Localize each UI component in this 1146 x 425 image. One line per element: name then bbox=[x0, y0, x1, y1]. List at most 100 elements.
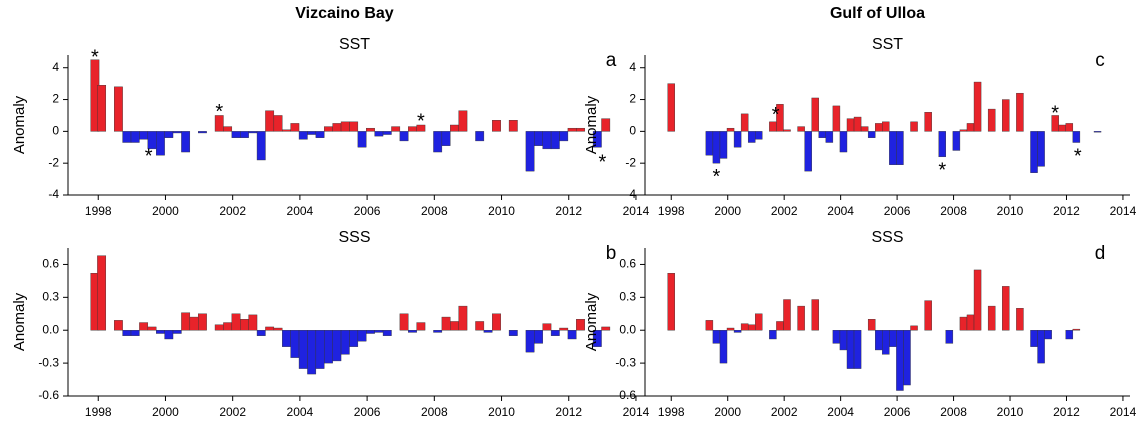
bar bbox=[973, 81, 982, 132]
bar bbox=[231, 131, 241, 138]
bar bbox=[550, 131, 560, 150]
bar bbox=[776, 321, 784, 331]
x-tick-label: 2008 bbox=[940, 405, 967, 419]
bar bbox=[839, 131, 848, 153]
bar bbox=[382, 330, 392, 336]
bar bbox=[147, 326, 157, 331]
bar bbox=[1002, 286, 1010, 331]
bar bbox=[189, 316, 199, 331]
bar bbox=[1030, 131, 1038, 173]
bar bbox=[811, 97, 819, 132]
bar bbox=[592, 330, 602, 347]
bar bbox=[130, 131, 140, 143]
bar bbox=[340, 121, 350, 132]
panel-label: d bbox=[1095, 243, 1106, 264]
x-tick-label: 2014 bbox=[1110, 204, 1137, 218]
bar bbox=[97, 255, 107, 331]
bar bbox=[366, 330, 375, 334]
x-tick-label: 2004 bbox=[287, 405, 314, 419]
x-tick-label: 2010 bbox=[488, 405, 515, 419]
bar bbox=[525, 131, 535, 172]
bar bbox=[1002, 99, 1010, 132]
bar bbox=[282, 330, 291, 347]
bar bbox=[223, 126, 233, 132]
bar bbox=[273, 327, 283, 331]
bar bbox=[755, 313, 763, 331]
bar bbox=[399, 313, 409, 331]
bar bbox=[818, 131, 827, 138]
bar bbox=[567, 127, 577, 132]
y-tick-label: 0 bbox=[629, 124, 636, 138]
bar bbox=[542, 131, 552, 150]
bar bbox=[374, 131, 384, 137]
bar bbox=[804, 131, 812, 172]
y-tick-label: 0.0 bbox=[42, 322, 59, 336]
x-tick-label: 2010 bbox=[488, 204, 515, 218]
bar bbox=[198, 131, 207, 134]
bar bbox=[265, 110, 275, 132]
panel-title: Gulf of Ulloa bbox=[830, 5, 925, 22]
bar bbox=[559, 327, 569, 331]
annotation: * bbox=[938, 160, 946, 182]
subtitle: SST bbox=[339, 36, 370, 53]
bar bbox=[987, 305, 996, 331]
x-tick-label: 2010 bbox=[997, 405, 1024, 419]
bar bbox=[492, 313, 501, 331]
panel-label: c bbox=[1095, 50, 1105, 71]
bar bbox=[839, 330, 848, 351]
bar bbox=[811, 299, 819, 331]
y-tick-label: -0.6 bbox=[38, 388, 59, 402]
x-tick-label: 2012 bbox=[555, 405, 582, 419]
y-tick-label: 4 bbox=[52, 60, 59, 74]
subtitle: SSS bbox=[871, 229, 903, 246]
bar bbox=[1072, 131, 1081, 143]
y-tick-label: 2 bbox=[629, 92, 636, 106]
bar bbox=[966, 314, 975, 331]
x-tick-label: 2000 bbox=[152, 405, 179, 419]
bar bbox=[248, 314, 258, 331]
bar bbox=[867, 319, 876, 331]
bar bbox=[889, 131, 897, 165]
bar bbox=[164, 131, 174, 138]
bar bbox=[1065, 330, 1074, 340]
bar bbox=[910, 325, 918, 331]
bar bbox=[433, 330, 443, 333]
x-tick-label: 1998 bbox=[658, 405, 685, 419]
bar bbox=[1072, 328, 1081, 331]
bar bbox=[726, 127, 735, 132]
y-tick-label: 0 bbox=[52, 124, 59, 138]
bar bbox=[825, 131, 834, 143]
bar bbox=[298, 131, 308, 140]
subtitle: SST bbox=[872, 36, 903, 53]
bar bbox=[853, 330, 862, 369]
panel-label: a bbox=[606, 50, 617, 71]
bar bbox=[966, 123, 975, 132]
bar bbox=[938, 131, 946, 158]
bar bbox=[97, 85, 107, 132]
bar bbox=[450, 124, 459, 132]
bar bbox=[846, 330, 855, 369]
bar bbox=[592, 131, 602, 148]
bar bbox=[667, 273, 675, 331]
y-tick-label: -2 bbox=[48, 155, 59, 169]
x-tick-label: 2004 bbox=[287, 204, 314, 218]
bar bbox=[508, 330, 518, 336]
x-tick-label: 2006 bbox=[884, 204, 911, 218]
y-tick-label: 0.0 bbox=[619, 322, 636, 336]
bar bbox=[783, 299, 791, 331]
bar bbox=[1093, 131, 1102, 133]
x-tick-label: 2014 bbox=[623, 405, 650, 419]
bar bbox=[382, 131, 392, 135]
bar bbox=[441, 131, 451, 146]
annotation: * bbox=[145, 145, 153, 167]
bar bbox=[896, 330, 904, 391]
bar bbox=[240, 131, 249, 138]
bar bbox=[156, 330, 165, 334]
bar bbox=[374, 330, 384, 333]
bar bbox=[248, 131, 258, 134]
annotation: * bbox=[215, 101, 223, 123]
bar bbox=[797, 305, 805, 331]
bar bbox=[416, 124, 426, 132]
bar bbox=[719, 131, 728, 159]
bar bbox=[122, 131, 132, 143]
